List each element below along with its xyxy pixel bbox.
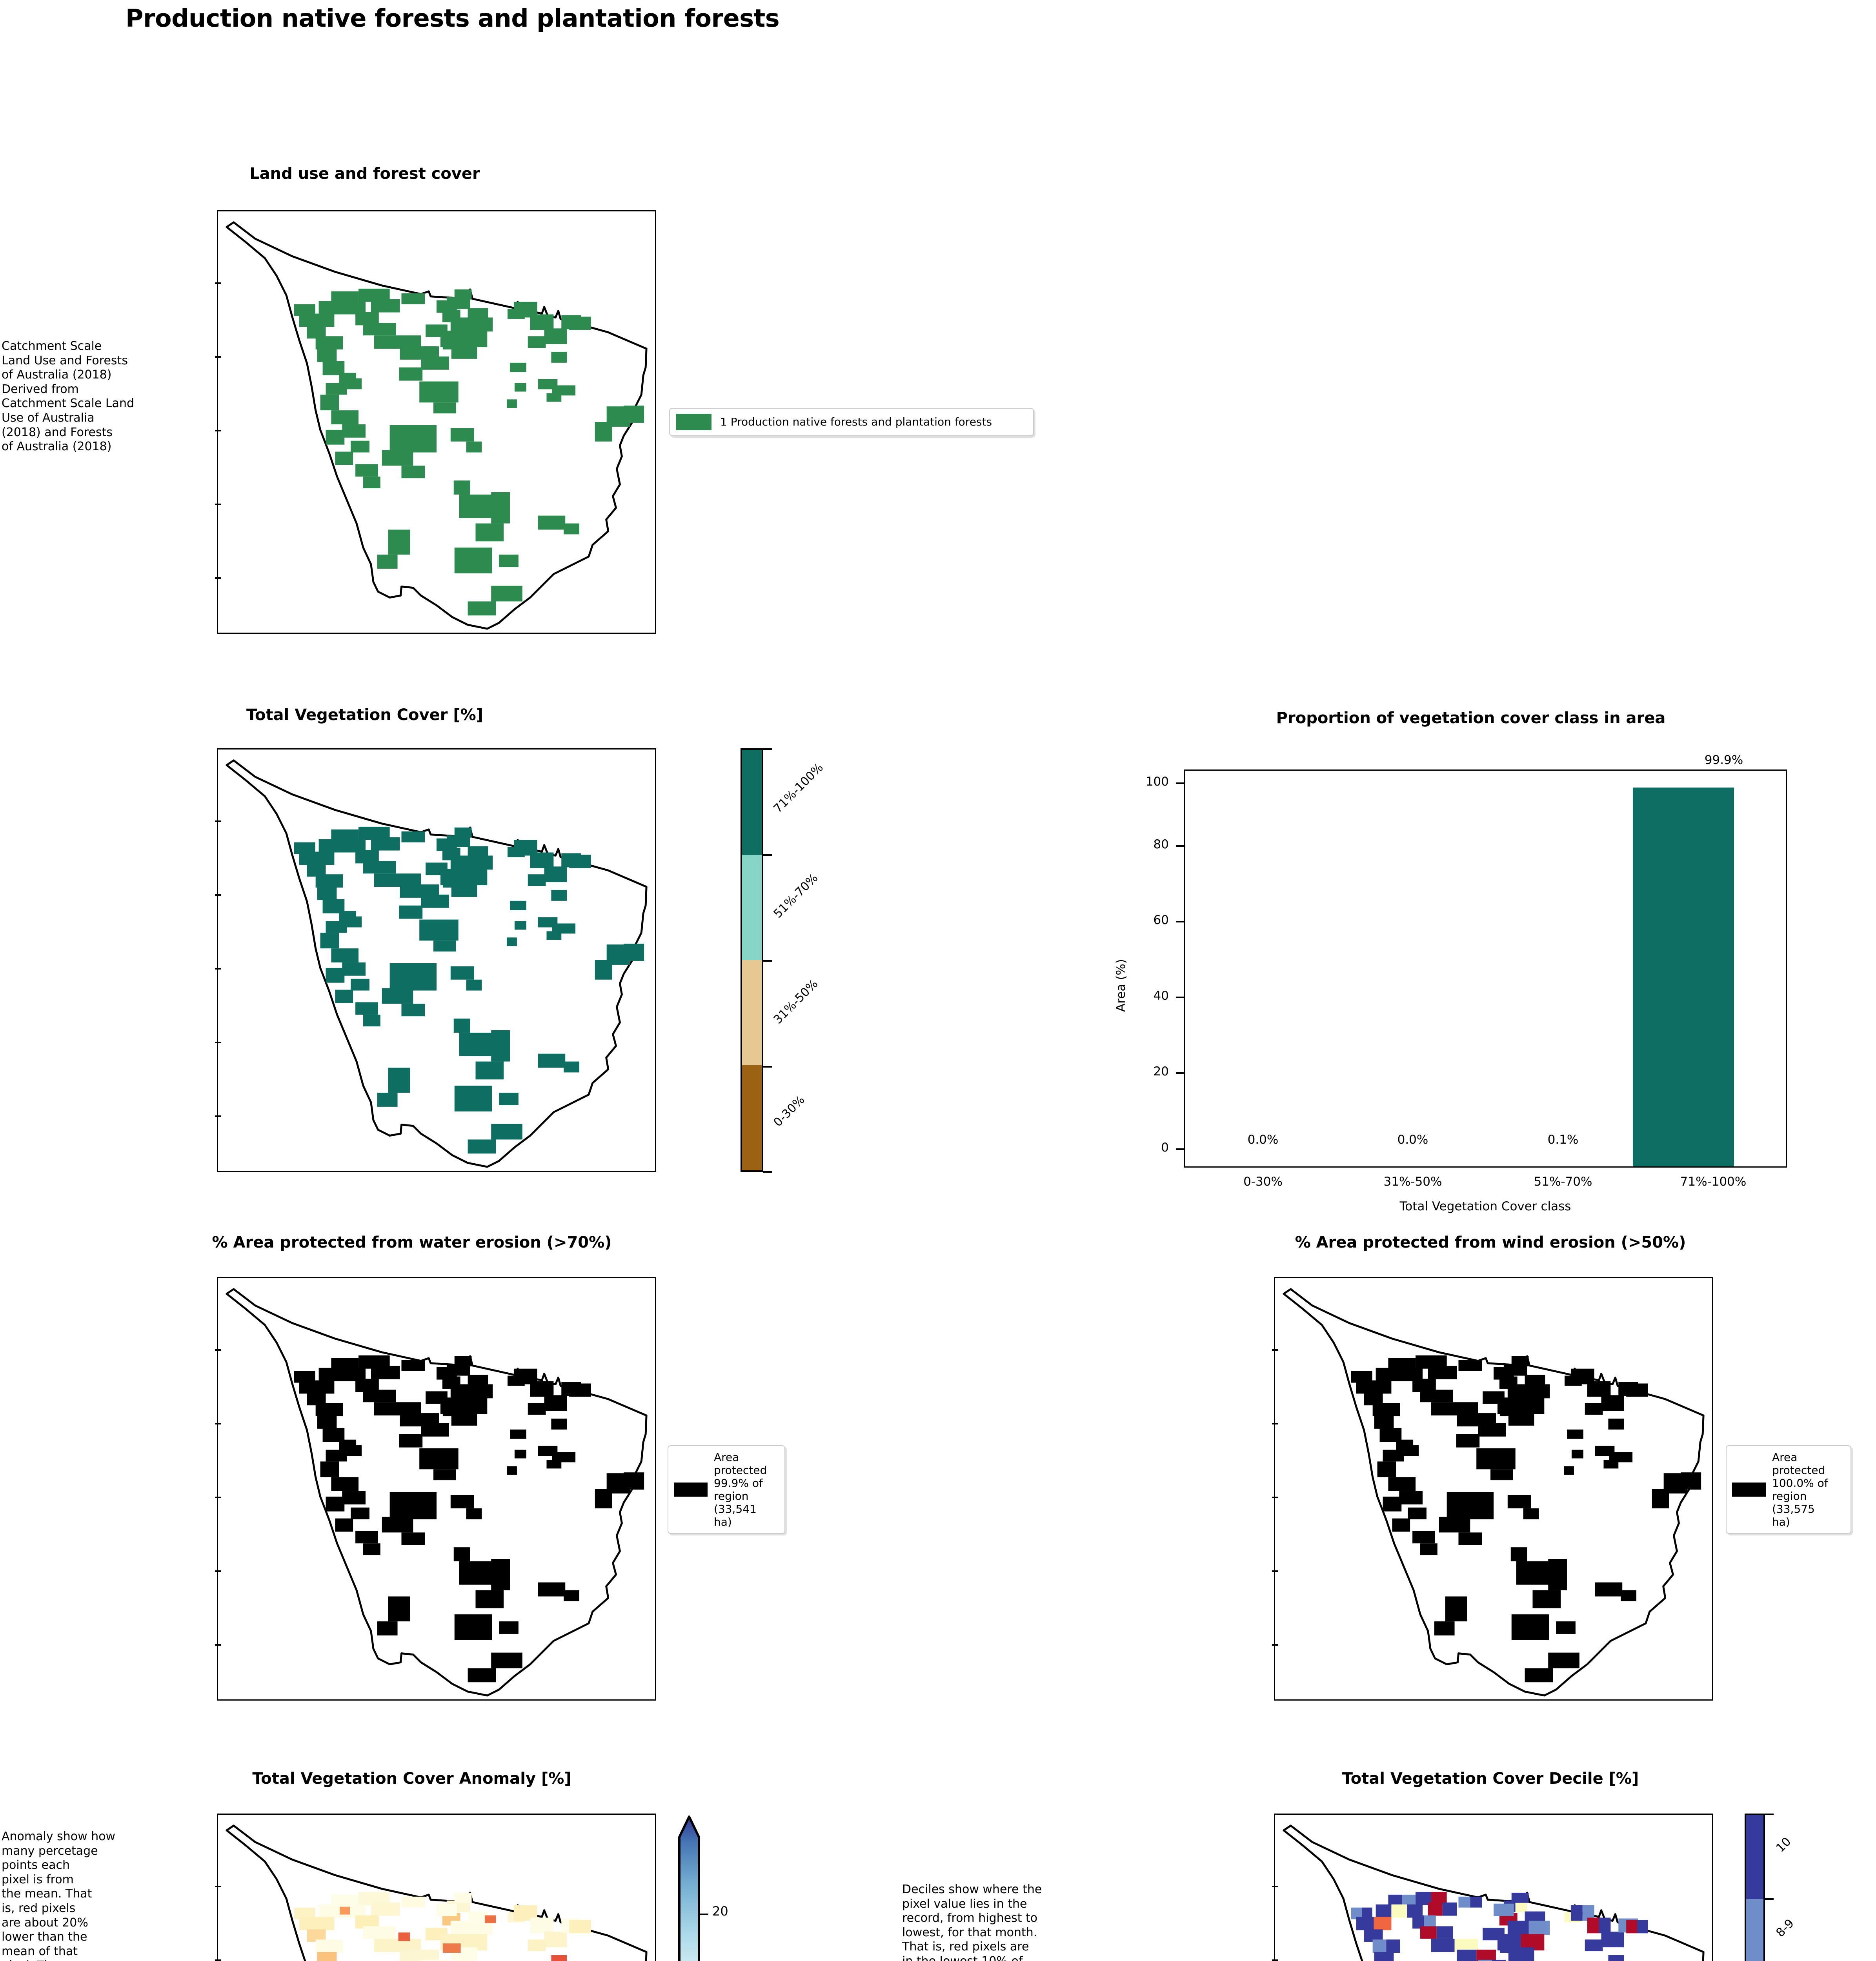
water-erosion-legend-swatch — [674, 1483, 708, 1497]
water-erosion-legend[interactable]: Area protected 99.9% of region (33,541 h… — [668, 1445, 785, 1534]
production-forest-pixels — [294, 288, 644, 616]
tvc-colorbar-label-31-50: 31%-50% — [771, 977, 821, 1027]
panel-title-proportion: Proportion of vegetation cover class in … — [1276, 709, 1666, 727]
tvc-colorbar-seg-71-100 — [742, 750, 762, 855]
panel-title-decile: Total Vegetation Cover Decile [%] — [1342, 1770, 1639, 1788]
water-erosion-legend-label: Area protected 99.9% of region (33,541 h… — [714, 1450, 767, 1529]
panel-title-total-vegetation-cover: Total Vegetation Cover [%] — [246, 706, 484, 724]
land-use-legend-label: 1 Production native forests and plantati… — [720, 415, 992, 429]
bar-71-100[interactable] — [1633, 788, 1734, 1166]
land-use-map-svg — [226, 221, 648, 630]
tvc-colorbar-seg-0-30 — [742, 1065, 762, 1170]
x-tick-0-30: 0-30% — [1243, 1175, 1283, 1189]
tvc-colorbar-seg-51-70 — [742, 855, 762, 960]
y-axis-label: Area (%) — [1114, 959, 1128, 1012]
anomaly-note: Anomaly show how many percetage points e… — [2, 1830, 116, 1961]
x-tick-31-50: 31%-50% — [1383, 1175, 1442, 1189]
total-vegetation-cover-map — [217, 748, 656, 1172]
wind-erosion-legend-label: Area protected 100.0% of region (33,575 … — [1772, 1450, 1828, 1529]
land-use-legend[interactable]: 1 Production native forests and plantati… — [669, 408, 1034, 436]
panel-title-wind-erosion: % Area protected from wind erosion (>50%… — [1295, 1233, 1686, 1252]
x-tick-51-70: 51%-70% — [1534, 1175, 1592, 1189]
panel-title-anomaly: Total Vegetation Cover Anomaly [%] — [252, 1770, 571, 1788]
bar-value-51-70: 0.1% — [1547, 1133, 1579, 1147]
protected-area-pixels — [1351, 1355, 1701, 1683]
x-tick-71-100: 71%-100% — [1680, 1175, 1747, 1189]
tvc-colorbar-label-0-30: 0-30% — [771, 1093, 808, 1130]
anomaly-tick-20 — [699, 1914, 708, 1915]
water-erosion-map-svg — [226, 1288, 648, 1697]
y-tick-80: 80 — [1153, 837, 1169, 851]
y-tick-60: 60 — [1153, 913, 1169, 927]
decile-colorbar-seg-10 — [1746, 1815, 1763, 1899]
water-erosion-map — [217, 1277, 656, 1701]
bar-value-31-50: 0.0% — [1397, 1133, 1428, 1147]
x-axis-label: Total Vegetation Cover class — [1399, 1199, 1571, 1213]
proportion-chart-plot-area — [1184, 769, 1787, 1168]
anomaly-map-svg — [226, 1825, 648, 1961]
tvc-map-svg — [226, 759, 648, 1168]
anomaly-map — [217, 1814, 656, 1961]
decile-map — [1274, 1814, 1713, 1961]
anomaly-colorbar — [677, 1814, 732, 1961]
tvc-colorbar-seg-31-50 — [742, 960, 762, 1065]
decile-colorbar-seg-8-9 — [1746, 1899, 1763, 1961]
protected-area-pixels — [294, 1355, 644, 1683]
anomaly-colorbar-svg — [678, 1815, 700, 1961]
anomaly-label-20: 20 — [712, 1904, 728, 1919]
wind-erosion-map — [1274, 1277, 1713, 1701]
anomaly-pixels — [294, 1892, 591, 1961]
panel-title-land-use: Land use and forest cover — [249, 165, 480, 183]
y-tick-0: 0 — [1161, 1141, 1169, 1155]
land-use-map — [217, 210, 656, 634]
wind-erosion-legend-swatch — [1732, 1483, 1766, 1497]
page-title: Production native forests and plantation… — [126, 4, 780, 33]
tvc-colorbar-label-71-100: 71%-100% — [771, 760, 826, 816]
wind-erosion-legend[interactable]: Area protected 100.0% of region (33,575 … — [1726, 1445, 1851, 1534]
wind-erosion-map-svg — [1283, 1288, 1705, 1697]
land-use-source-note: Catchment Scale Land Use and Forests of … — [2, 339, 134, 454]
land-use-legend-swatch — [676, 414, 711, 430]
decile-label-8-9: 8-9 — [1773, 1916, 1797, 1940]
y-tick-20: 20 — [1153, 1064, 1169, 1079]
decile-map-svg — [1283, 1825, 1705, 1961]
decile-note: Deciles show where the pixel value lies … — [902, 1883, 1042, 1961]
y-tick-40: 40 — [1153, 989, 1169, 1003]
bar-value-0-30: 0.0% — [1247, 1133, 1279, 1147]
decile-pixels — [1351, 1892, 1648, 1961]
y-tick-100: 100 — [1145, 775, 1169, 789]
tvc-colorbar-label-51-70: 51%-70% — [771, 871, 821, 921]
panel-title-water-erosion: % Area protected from water erosion (>70… — [212, 1233, 612, 1252]
decile-colorbar — [1745, 1814, 1765, 1961]
tvc-class-pixels — [294, 826, 644, 1154]
tvc-colorbar — [741, 748, 763, 1172]
decile-label-10: 10 — [1773, 1835, 1794, 1855]
bar-value-71-100: 99.9% — [1704, 753, 1743, 767]
